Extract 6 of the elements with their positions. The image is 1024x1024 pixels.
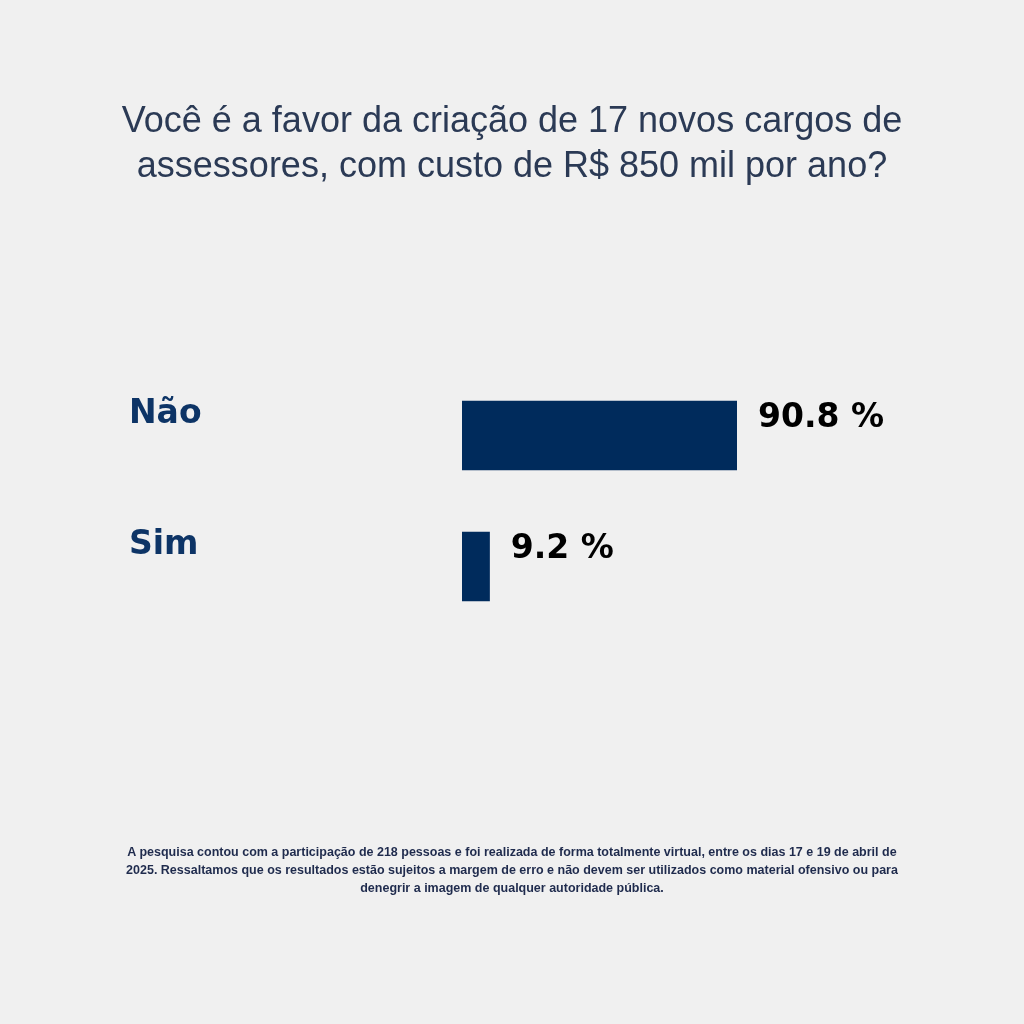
- y-tick-label: Não: [129, 391, 202, 431]
- chart-title: Você é a favor da criação de 17 novos cargos de assessores, com custo de R$ 850 mil por ano?: [120, 98, 904, 187]
- data-label: 90.8 %: [758, 395, 884, 435]
- data-label: 9.2 %: [510, 526, 614, 566]
- y-tick-label: Sim: [129, 523, 199, 563]
- text: A pesquisa contou com a participação de 218 pessoas e foi realizada de forma totalmente virtual, entre os dias 17 e 19 de abril de 2025. Ressaltamos que os resultados estão sujeitos a margem de erro e não devem ser utilizados como material ofensivo ou para denegrir a imagem de qualquer autoridade pública.: [125, 844, 899, 897]
